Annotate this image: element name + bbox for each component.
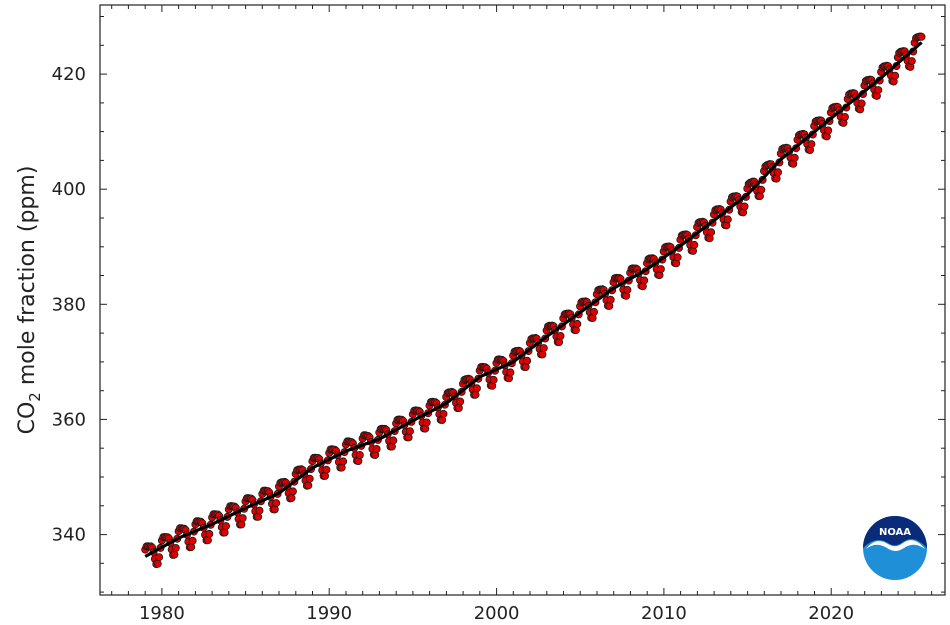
data-point [690,240,699,249]
y-tick-label: 420 [52,64,86,85]
x-tick-label: 2010 [641,603,687,624]
noaa-logo-gull [866,540,925,551]
x-axis: 1980 1990 2000 2010 2020 [111,5,933,624]
y-axis-label-rest: mole fraction (ppm) [15,166,40,393]
data-point [472,384,481,393]
data-point [740,202,749,211]
y-axis-label: CO2 mole fraction (ppm) [15,166,44,435]
data-point [623,285,632,294]
data-point [556,331,565,340]
x-tick-label: 1980 [139,603,185,624]
data-point [673,253,682,262]
data-point [205,529,214,538]
data-point [288,487,297,496]
data-point [439,409,448,418]
data-point [790,153,799,162]
data-point [757,185,766,194]
data-point [322,465,331,474]
data-point [857,99,866,108]
data-point [573,319,582,328]
data-point [606,295,615,304]
data-point [339,457,348,466]
data-point [355,450,364,459]
data-point [824,126,833,135]
data-point [489,375,498,384]
data-point [707,228,716,237]
data-point [255,506,264,515]
data-point [405,427,414,436]
data-point [590,307,599,316]
y-tick-label: 400 [52,179,86,200]
data-point [171,544,180,553]
data-point [220,528,229,537]
noaa-logo: NOAA [863,516,927,580]
data-point [372,444,381,453]
data-point [891,71,900,80]
data-point [422,418,431,427]
x-tick-label: 1990 [306,603,352,624]
data-point [539,344,548,353]
data-point [506,368,515,377]
y-axis-label-main: CO [15,402,40,435]
y-axis: 340 360 380 400 420 [52,16,945,593]
data-point [874,86,883,95]
trend-line [144,41,923,558]
data-point [272,499,281,508]
data-point [723,215,732,224]
plot-frame [99,4,946,596]
data-point [287,493,296,502]
noaa-logo-text: NOAA [879,527,911,538]
data-point [917,32,926,41]
data-point [774,168,783,177]
data-point [305,474,314,483]
data-point [389,436,398,445]
data-point [656,265,665,274]
y-axis-label-subscript: 2 [26,392,44,402]
noaa-logo-sky [863,516,927,548]
data-point [471,390,480,399]
data-point [221,522,230,531]
data-point [304,481,313,490]
data-point [807,140,816,149]
y-tick-label: 360 [52,409,86,430]
x-tick-label: 2000 [474,603,520,624]
data-point [456,397,465,406]
data-point [238,514,247,523]
data-point [188,536,197,545]
data-point [170,550,179,559]
data-point [907,57,916,66]
data-point [640,276,649,285]
y-tick-label: 340 [52,525,86,546]
data-point [454,403,463,412]
data-point [523,356,532,365]
y-tick-label: 380 [52,294,86,315]
data-point [155,553,164,562]
data-point [840,113,849,122]
data-point [153,559,162,568]
x-tick-label: 2020 [808,603,854,624]
data-points-layer [141,32,926,569]
